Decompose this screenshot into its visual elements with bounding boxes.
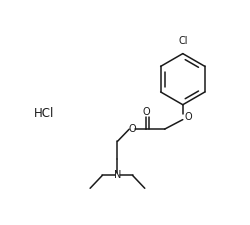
Text: O: O <box>128 124 136 134</box>
Text: O: O <box>184 112 192 122</box>
Text: N: N <box>114 170 121 180</box>
Text: HCl: HCl <box>34 107 54 120</box>
Text: O: O <box>142 108 150 117</box>
Text: Cl: Cl <box>178 36 188 46</box>
